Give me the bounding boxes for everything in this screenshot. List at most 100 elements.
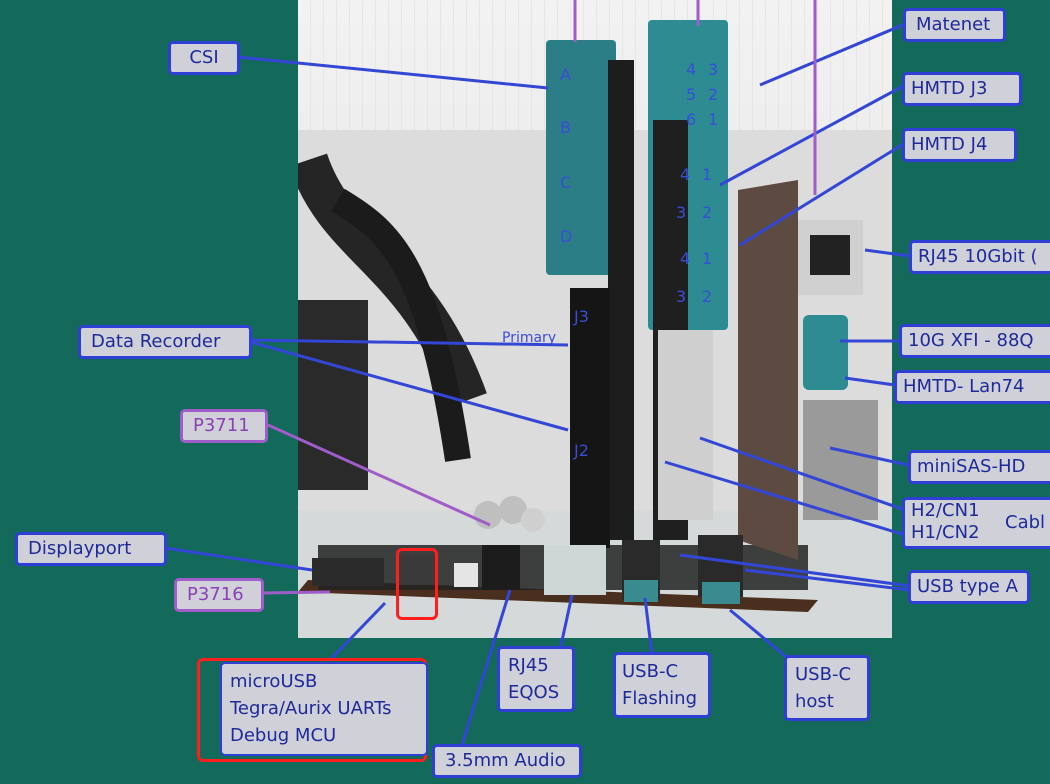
audio-callout: 3.5mm Audio bbox=[432, 744, 582, 778]
button bbox=[454, 563, 478, 587]
usbc-flashing-callout: USB-C Flashing bbox=[613, 652, 711, 718]
j2-label: J2 bbox=[573, 441, 589, 460]
hmtd-j3-pin: 3 bbox=[676, 203, 686, 222]
hmtd-j4-pin: 1 bbox=[702, 249, 712, 268]
leader-data-recorder-j3 bbox=[249, 338, 569, 347]
hmtd-j3-label: HMTD J3 bbox=[911, 78, 988, 99]
leader-data-recorder-j2 bbox=[249, 340, 569, 432]
xfi-hmtd-connectors bbox=[803, 315, 848, 390]
j3-label: J3 bbox=[573, 307, 589, 326]
p3716-callout: P3716 bbox=[174, 578, 264, 612]
data-recorder-callout: Data Recorder bbox=[78, 325, 252, 359]
leader-csi bbox=[237, 55, 549, 90]
rj45-eqos-label-line2: EQOS bbox=[508, 682, 560, 703]
h1cn2-label: H1/CN2 bbox=[911, 522, 980, 543]
hmtd-j3-pin: 2 bbox=[702, 203, 712, 222]
usb-type-a-callout: USB type A bbox=[908, 570, 1030, 604]
leader-h2cn1 bbox=[699, 436, 906, 512]
minisas-ports bbox=[803, 400, 878, 520]
debug-mcu-label: Debug MCU bbox=[230, 725, 337, 746]
hmtd-j4-pin: 3 bbox=[676, 287, 686, 306]
leader-p3711 bbox=[267, 423, 491, 527]
tegra-aurix-uarts-label: Tegra/Aurix UARTs bbox=[230, 698, 392, 719]
xfi-label: 10G XFI - 88Q bbox=[908, 330, 1034, 351]
csi-letter-b: B bbox=[560, 118, 571, 137]
displayport-callout: Displayport bbox=[15, 532, 167, 566]
hmtd-j3-pin: 1 bbox=[702, 165, 712, 184]
microusb-callout: microUSB Tegra/Aurix UARTs Debug MCU bbox=[220, 662, 428, 756]
matenet-pin: 6 bbox=[686, 110, 696, 129]
leader-microusb bbox=[328, 601, 387, 662]
hmtd-j4-callout: HMTD J4 bbox=[902, 128, 1017, 162]
microusb-port-highlight bbox=[396, 548, 438, 620]
board-illustration: A B C D 4 3 5 2 6 1 4 1 3 2 4 1 3 2 J3 J… bbox=[298, 20, 892, 638]
p3711-label: P3711 bbox=[193, 415, 250, 436]
hmtd-j4-pin: 2 bbox=[702, 287, 712, 306]
csi-connector-stack bbox=[546, 40, 616, 275]
hmtd-lan-callout: HMTD- Lan74 bbox=[894, 370, 1050, 404]
csi-letter-a: A bbox=[560, 65, 571, 84]
csi-callout: CSI bbox=[168, 41, 240, 75]
pcie-slot bbox=[658, 330, 713, 520]
minisas-label: miniSAS-HD bbox=[917, 456, 1026, 477]
hmtd-j3-pin: 4 bbox=[680, 165, 690, 184]
leader-hmtd-j3 bbox=[719, 83, 906, 187]
primary-label: Primary bbox=[502, 330, 556, 346]
usbc-flashing-label-line2: Flashing bbox=[622, 688, 698, 709]
microusb-label: microUSB bbox=[230, 671, 318, 692]
recorder-card bbox=[570, 288, 610, 548]
usbc-host-callout: USB-C host bbox=[784, 655, 870, 721]
leader-rj45-10gbit bbox=[864, 248, 911, 258]
leader-usb-a-1 bbox=[679, 553, 911, 588]
leader-minisas bbox=[829, 446, 909, 467]
audio-label: 3.5mm Audio bbox=[445, 750, 566, 771]
matenet-pin: 5 bbox=[686, 85, 696, 104]
leader-hmtd-j4 bbox=[739, 141, 906, 247]
hmtd-j4-label: HMTD J4 bbox=[911, 134, 988, 155]
data-recorder-label: Data Recorder bbox=[91, 331, 221, 352]
matenet-pin: 3 bbox=[708, 60, 718, 79]
usbc-host-port bbox=[702, 582, 740, 604]
csi-card bbox=[608, 60, 634, 540]
leader-usb-a-2 bbox=[744, 568, 911, 592]
matenet-callout: Matenet bbox=[903, 8, 1006, 42]
displayport-label: Displayport bbox=[28, 538, 132, 559]
leader-rj45-eqos bbox=[558, 594, 574, 651]
hmtd-j4-pin: 4 bbox=[680, 249, 690, 268]
usbc-host-label-line1: USB-C bbox=[795, 664, 852, 685]
matenet-label: Matenet bbox=[916, 14, 991, 35]
rj45-eqos-callout: RJ45 EQOS bbox=[497, 646, 575, 712]
cable-callout: H2/CN1 H1/CN2 Cabl bbox=[902, 497, 1050, 549]
usbc-flashing-port bbox=[624, 580, 658, 602]
leader-audio bbox=[460, 589, 512, 746]
leader-matenet bbox=[759, 22, 906, 87]
csi-label: CSI bbox=[189, 47, 219, 68]
csi-letter-c: C bbox=[560, 173, 571, 192]
rj45-10gbit-label: RJ45 10Gbit ( bbox=[918, 246, 1038, 267]
usbc-flashing-label-line1: USB-C bbox=[622, 661, 679, 682]
matenet-pin: 2 bbox=[708, 85, 718, 104]
leader-usbc-host bbox=[729, 608, 791, 662]
right-board bbox=[738, 180, 798, 560]
hmtd-j3-callout: HMTD J3 bbox=[902, 72, 1022, 106]
cable-bundle-2 bbox=[331, 188, 471, 462]
usbc-host-label-line2: host bbox=[795, 691, 834, 712]
leader-hmtd-lan bbox=[844, 376, 896, 387]
xfi-callout: 10G XFI - 88Q bbox=[899, 324, 1050, 358]
microusb-port bbox=[398, 555, 438, 585]
leader-h1cn2 bbox=[664, 460, 906, 537]
matenet-pin: 1 bbox=[708, 110, 718, 129]
csi-letter-d: D bbox=[560, 227, 572, 246]
rj45-eqos-label-line1: RJ45 bbox=[508, 655, 549, 676]
h2cn1-label: H2/CN1 bbox=[911, 500, 980, 521]
power-supply bbox=[298, 300, 368, 490]
board-photo: A B C D 4 3 5 2 6 1 4 1 3 2 4 1 3 2 J3 J… bbox=[298, 0, 892, 638]
p3716-label: P3716 bbox=[187, 584, 244, 605]
leader-p3716 bbox=[261, 590, 331, 595]
displayport-port bbox=[312, 558, 384, 586]
cable-label: Cabl bbox=[1005, 512, 1046, 533]
rj45-10gbit-callout: RJ45 10Gbit ( bbox=[909, 240, 1050, 274]
p3711-callout: P3711 bbox=[180, 409, 268, 443]
